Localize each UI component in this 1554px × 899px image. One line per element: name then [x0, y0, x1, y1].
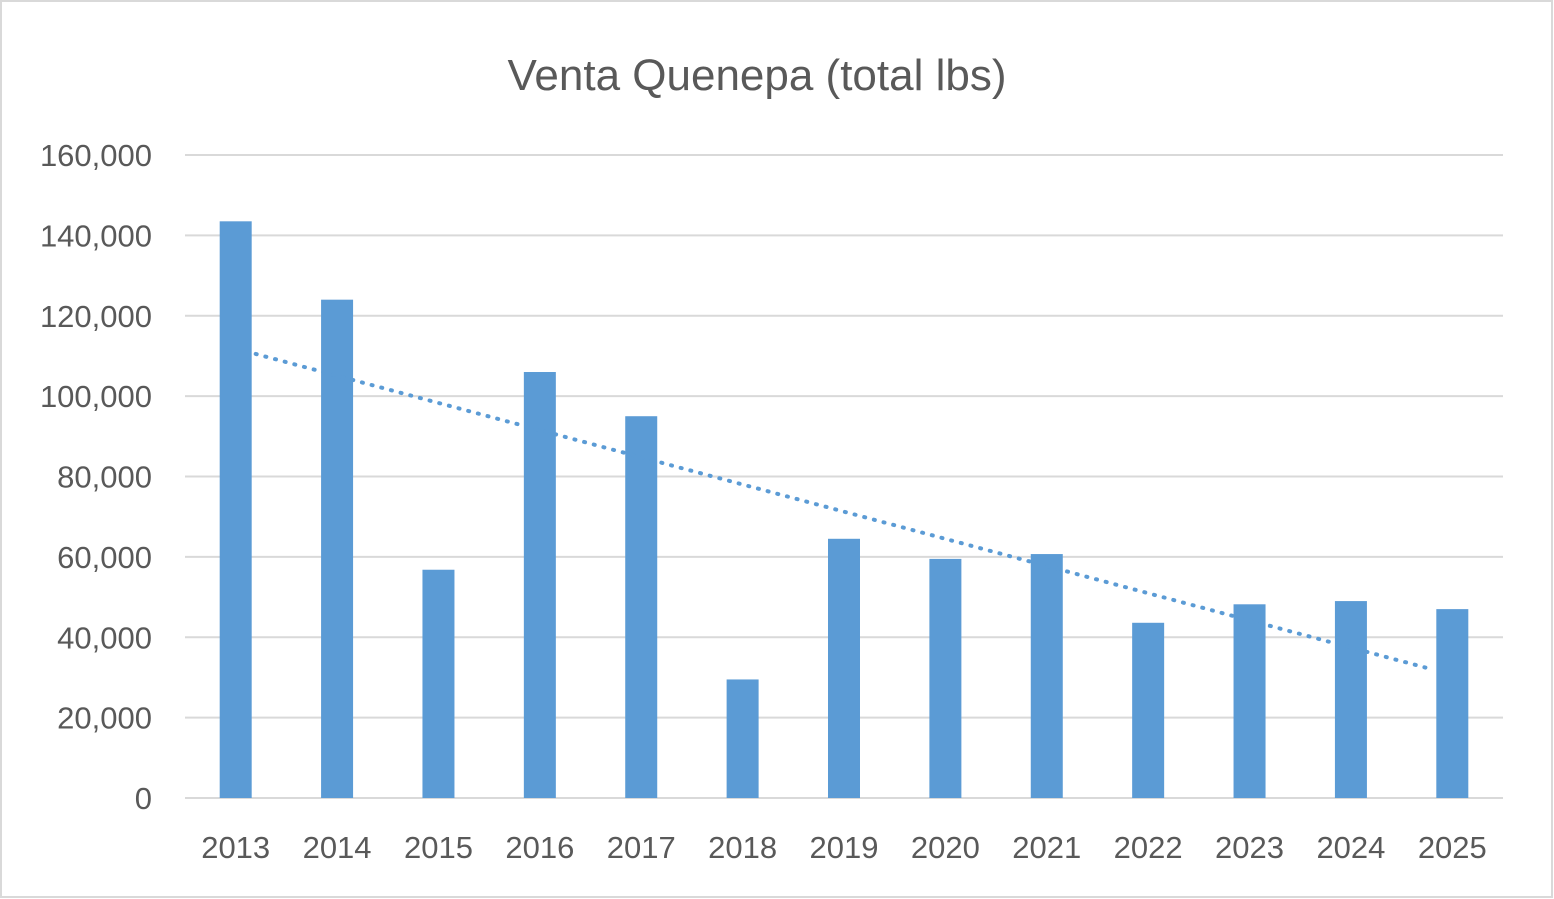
bar-2020 [929, 558, 962, 798]
bar-2016 [523, 372, 556, 798]
bar-2023 [1233, 604, 1266, 798]
bar-2019 [828, 538, 860, 798]
bar-2013 [219, 221, 252, 798]
x-tick-label: 2015 [404, 830, 473, 865]
x-axis-tick-labels: 2013 2014 2015 2016 2017 2018 2019 2020 2021 2022… [201, 830, 1487, 865]
x-tick-label: 2020 [911, 830, 980, 865]
x-tick-label: 2014 [303, 830, 372, 865]
bar-2015 [422, 569, 455, 798]
y-tick-label: 140,000 [40, 218, 152, 253]
y-tick-label: 100,000 [40, 379, 152, 414]
x-tick-label: 2019 [810, 830, 879, 865]
x-tick-label: 2013 [201, 830, 270, 865]
y-tick-label: 0 [135, 781, 152, 816]
trendline-group [253, 351, 1435, 672]
bar-2014 [321, 299, 354, 798]
x-tick-label: 2025 [1418, 830, 1487, 865]
chart-title: Venta Quenepa (total lbs) [508, 51, 1007, 100]
bar-2017 [625, 416, 658, 798]
bar-2025 [1436, 609, 1469, 798]
bars [219, 221, 1469, 798]
y-tick-label: 60,000 [57, 540, 152, 575]
x-tick-label: 2024 [1316, 830, 1385, 865]
x-tick-label: 2016 [505, 830, 574, 865]
y-tick-label: 160,000 [40, 138, 152, 173]
x-tick-label: 2018 [708, 830, 777, 865]
x-tick-label: 2022 [1114, 830, 1183, 865]
bar-2021 [1030, 554, 1063, 798]
trendline [253, 351, 1435, 672]
y-tick-label: 80,000 [57, 460, 152, 495]
y-tick-label: 40,000 [57, 620, 152, 655]
bar-2024 [1334, 601, 1367, 798]
x-tick-label: 2021 [1012, 830, 1081, 865]
x-tick-label: 2017 [607, 830, 676, 865]
y-axis-tick-labels: 0 20,000 40,000 60,000 80,000 100,000 120,000 1… [40, 138, 152, 816]
bar-2022 [1132, 622, 1165, 798]
y-tick-label: 20,000 [57, 701, 152, 736]
gridlines [185, 154, 1503, 799]
y-tick-label: 120,000 [40, 299, 152, 334]
bar-2018 [726, 679, 759, 798]
x-tick-label: 2023 [1215, 830, 1284, 865]
